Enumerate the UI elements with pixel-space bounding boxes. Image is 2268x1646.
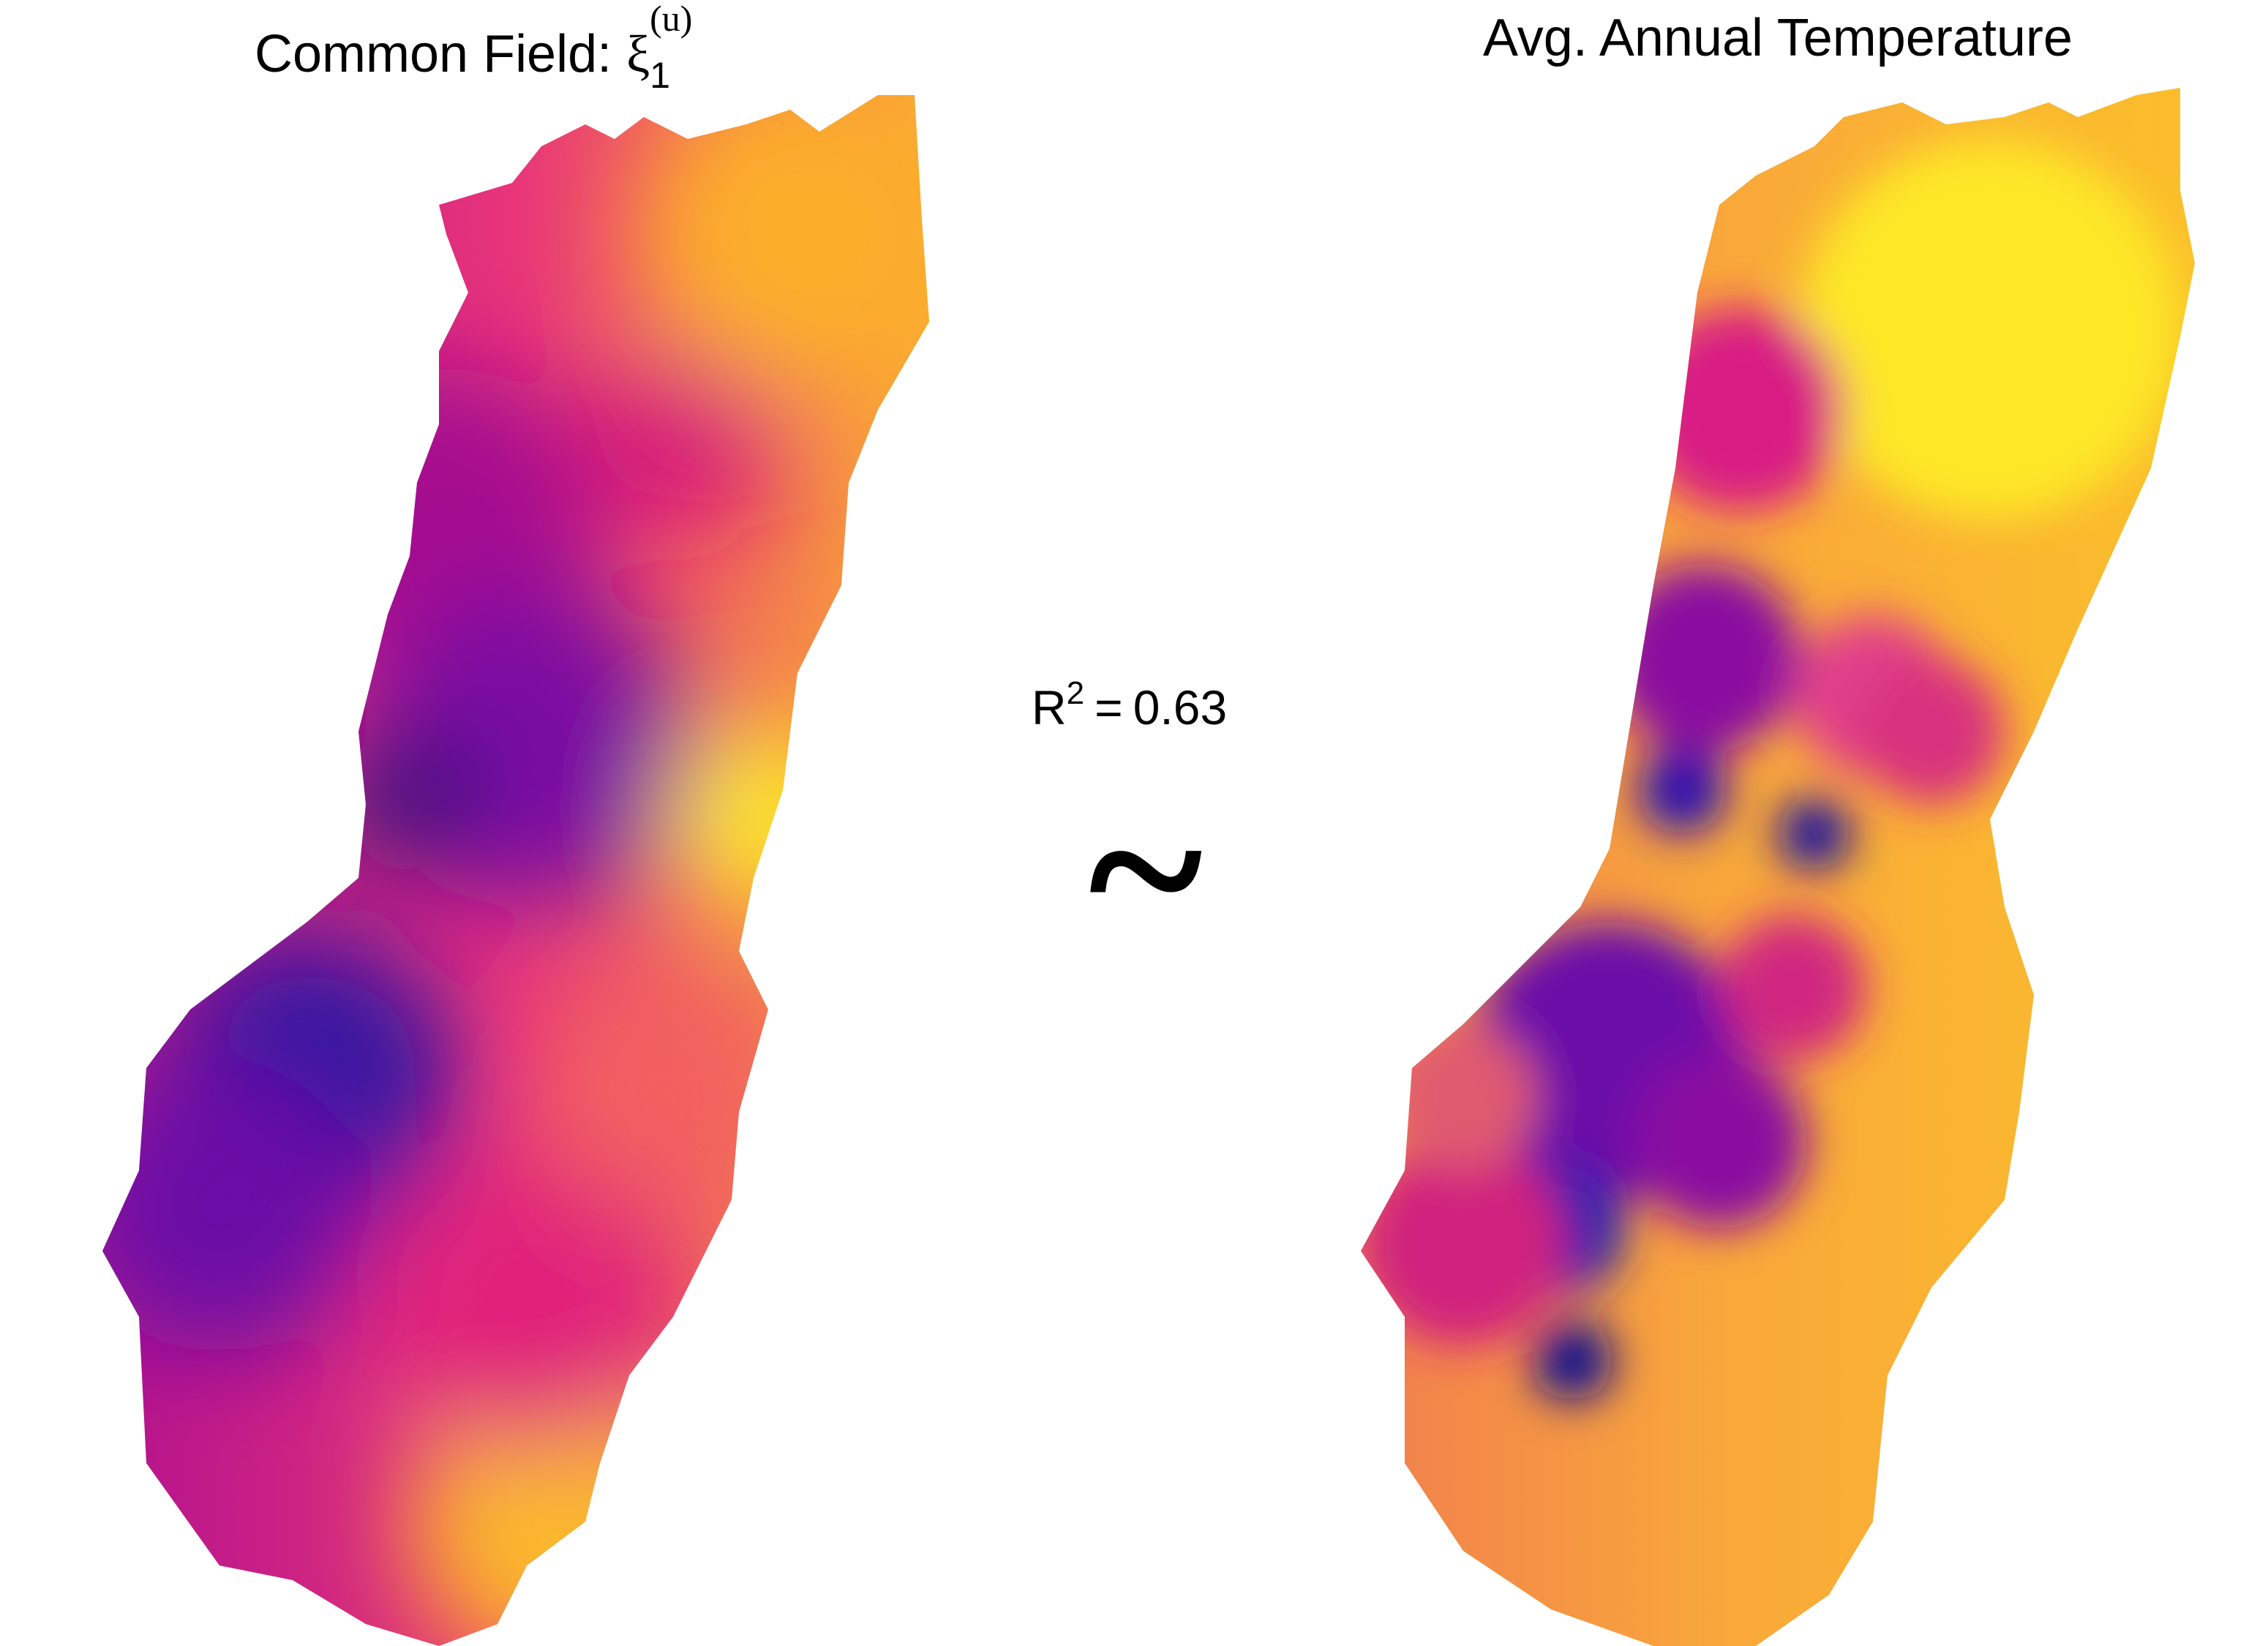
common-field-map xyxy=(102,95,929,1646)
title-subscript: 1 xyxy=(650,55,670,96)
left-title: Common Field: ξ1 (u) xyxy=(255,0,692,96)
r-base: R xyxy=(1032,680,1067,734)
relation-symbol: ~ xyxy=(1089,748,1203,991)
temperature-map xyxy=(1361,88,2195,1646)
right-title: Avg. Annual Temperature xyxy=(1483,9,2073,67)
title-text: Common Field: xyxy=(255,25,626,83)
title-symbol: ξ xyxy=(626,25,650,83)
r-value: 0.63 xyxy=(1133,680,1227,734)
r-superscript: 2 xyxy=(1067,675,1084,711)
equals: = xyxy=(1094,680,1123,734)
title-superscript: (u) xyxy=(650,0,692,39)
r-squared: R2 = 0.63 xyxy=(1032,675,1227,734)
